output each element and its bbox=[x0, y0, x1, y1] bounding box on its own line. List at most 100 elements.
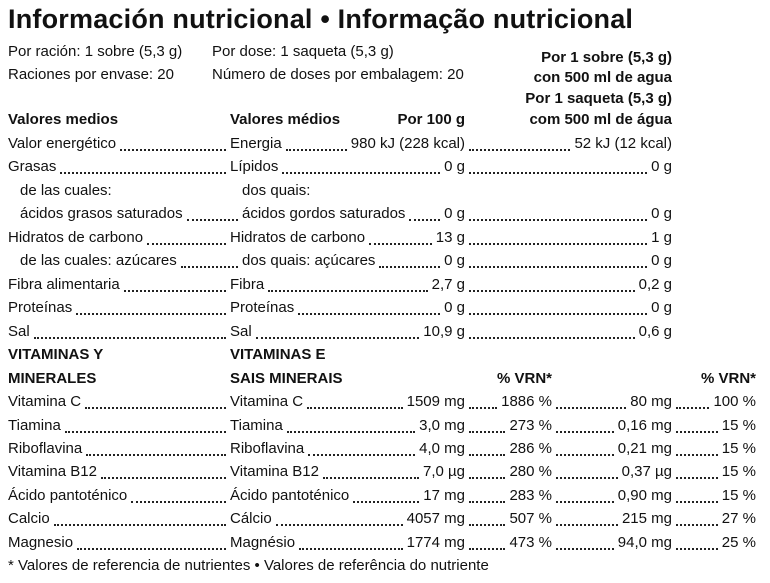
nutrient-pt-label: Lípidos bbox=[230, 158, 279, 175]
col-pt-serving-line2: com 500 ml de água bbox=[529, 111, 672, 128]
dot-leader bbox=[60, 158, 226, 174]
col-es-serving-line2: con 500 ml de agua bbox=[533, 69, 672, 86]
nutrient-per100: 980 kJ (228 kcal) bbox=[350, 135, 465, 152]
nutrient-per-serving: 0 g bbox=[651, 158, 672, 175]
dot-leader bbox=[556, 534, 614, 550]
nutrient-per-serving: 0,2 g bbox=[638, 276, 672, 293]
vitamin-vrn100: 507 % bbox=[509, 510, 552, 527]
nutrient-pt-label: Hidratos de carbono bbox=[230, 229, 366, 246]
dot-leader bbox=[469, 417, 505, 433]
dot-leader bbox=[556, 417, 614, 433]
dot-leader bbox=[353, 487, 419, 503]
dot-leader bbox=[298, 299, 440, 315]
dot-leader bbox=[120, 135, 226, 151]
vitamin-es-label: Magnesio bbox=[8, 534, 74, 551]
dot-leader bbox=[256, 323, 419, 339]
dot-leader bbox=[676, 463, 718, 479]
vit-pt-header-1: VITAMINAS E bbox=[230, 346, 326, 363]
dot-leader bbox=[469, 205, 647, 221]
nutrient-es-label: Grasas bbox=[8, 158, 57, 175]
dot-leader bbox=[268, 276, 428, 292]
vitamin-vrn-serving: 27 % bbox=[721, 510, 756, 527]
nutrient-per100: 0 g bbox=[444, 299, 465, 316]
nutrient-per-serving: 0,6 g bbox=[638, 323, 672, 340]
dot-leader bbox=[556, 440, 614, 456]
nutrient-per-serving: 0 g bbox=[651, 205, 672, 222]
dot-leader bbox=[676, 510, 718, 526]
vitamin-vrn100: 473 % bbox=[509, 534, 552, 551]
dot-leader bbox=[307, 393, 403, 409]
dot-leader bbox=[469, 510, 505, 526]
dot-leader bbox=[187, 205, 238, 221]
vitamin-per-serving: 94,0 mg bbox=[617, 534, 672, 551]
vitamin-vrn100: 280 % bbox=[509, 463, 552, 480]
label-title: Información nutricional • Informação nut… bbox=[8, 4, 634, 34]
nutrient-per-serving: 0 g bbox=[651, 299, 672, 316]
dot-leader bbox=[54, 510, 226, 526]
vitamin-vrn100: 286 % bbox=[509, 440, 552, 457]
vitamin-pt-label: Vitamina B12 bbox=[230, 463, 319, 480]
nutrient-es-label: Valor energético bbox=[8, 135, 117, 152]
nutrient-es-label: de las cuales: bbox=[20, 182, 112, 199]
vitamin-pt-label: Riboflavina bbox=[230, 440, 305, 457]
dot-leader bbox=[676, 487, 718, 503]
vitamin-per-serving: 215 mg bbox=[621, 510, 672, 527]
vit-pt-header-2: SAIS MINERAIS bbox=[230, 370, 343, 387]
vitamin-vrn100: 1886 % bbox=[501, 393, 552, 410]
vitamin-es-label: Calcio bbox=[8, 510, 50, 527]
es-servings-per-pack: Raciones por envase: 20 bbox=[8, 66, 174, 83]
vit-es-header-1: VITAMINAS Y bbox=[8, 346, 104, 363]
dot-leader bbox=[469, 440, 505, 456]
vitamin-pt-label: Magnésio bbox=[230, 534, 296, 551]
vitamin-per-serving: 0,21 mg bbox=[617, 440, 672, 457]
dot-leader bbox=[469, 229, 647, 245]
nutrient-per-serving: 52 kJ (12 kcal) bbox=[574, 135, 672, 152]
dot-leader bbox=[469, 276, 635, 292]
dot-leader bbox=[556, 463, 618, 479]
es-avg-header: Valores medios bbox=[8, 111, 119, 128]
vitamin-vrn-serving: 15 % bbox=[721, 487, 756, 504]
pt-avg-header: Valores médios bbox=[230, 111, 341, 128]
vitamin-vrn100: 283 % bbox=[509, 487, 552, 504]
vitamin-per100: 1509 mg bbox=[406, 393, 465, 410]
dot-leader bbox=[65, 417, 226, 433]
vitamin-es-label: Vitamina C bbox=[8, 393, 82, 410]
vitamin-vrn-serving: 15 % bbox=[721, 440, 756, 457]
nutrient-per100: 0 g bbox=[444, 158, 465, 175]
dot-leader bbox=[556, 487, 614, 503]
dot-leader bbox=[76, 299, 226, 315]
dot-leader bbox=[469, 393, 497, 409]
nutrient-per100: 10,9 g bbox=[423, 323, 465, 340]
dot-leader bbox=[409, 205, 440, 221]
nutrient-pt-label: dos quais: bbox=[242, 182, 311, 199]
nutrient-per100: 0 g bbox=[444, 252, 465, 269]
nutrient-es-label: Proteínas bbox=[8, 299, 73, 316]
nutrient-es-label: de las cuales: azúcares bbox=[20, 252, 177, 269]
vrn-header: % VRN* bbox=[496, 370, 552, 387]
vitamin-per100: 4057 mg bbox=[406, 510, 465, 527]
vitamin-pt-label: Tiamina bbox=[230, 417, 283, 434]
vitamin-per100: 4,0 mg bbox=[419, 440, 465, 457]
nutrient-es-label: Fibra alimentaria bbox=[8, 276, 120, 293]
vitamin-pt-label: Vitamina C bbox=[230, 393, 304, 410]
dot-leader bbox=[323, 463, 419, 479]
nutrient-pt-label: Proteínas bbox=[230, 299, 295, 316]
es-serving: Por ración: 1 sobre (5,3 g) bbox=[8, 43, 183, 60]
vitamin-per-serving: 80 mg bbox=[630, 393, 672, 410]
vrn-header-serving: % VRN* bbox=[700, 370, 756, 387]
vitamin-vrn-serving: 15 % bbox=[721, 463, 756, 480]
dot-leader bbox=[147, 229, 226, 245]
vitamin-vrn-serving: 25 % bbox=[721, 534, 756, 551]
dot-leader bbox=[77, 534, 226, 550]
vitamin-vrn-serving: 100 % bbox=[713, 393, 756, 410]
vitamin-per100: 17 mg bbox=[423, 487, 465, 504]
dot-leader bbox=[101, 463, 226, 479]
dot-leader bbox=[676, 534, 718, 550]
dot-leader bbox=[469, 158, 647, 174]
vitamin-per100: 7,0 µg bbox=[422, 463, 465, 480]
vitamin-es-label: Riboflavina bbox=[8, 440, 83, 457]
dot-leader bbox=[131, 487, 226, 503]
nutrient-pt-label: Fibra bbox=[230, 276, 265, 293]
dot-leader bbox=[86, 440, 226, 456]
